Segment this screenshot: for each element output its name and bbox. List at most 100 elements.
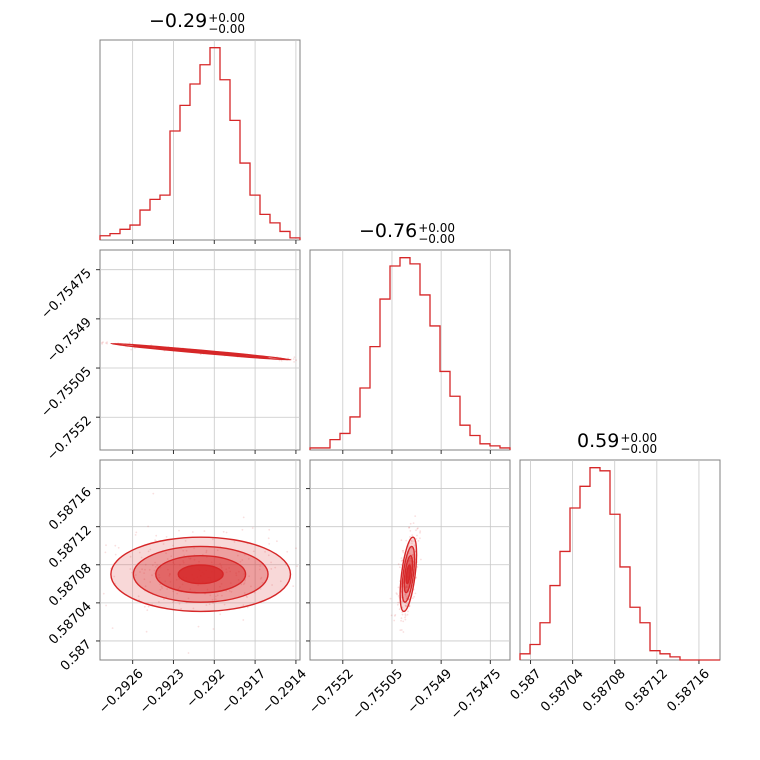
contour-1-xtick-label-1: −0.2923 [137, 666, 187, 716]
contour-1-point [168, 573, 171, 576]
contour-1-frame [99, 459, 301, 661]
hist-0-bin-2 [120, 229, 130, 240]
contour-1-point [252, 550, 255, 553]
contour-2-point [419, 537, 421, 540]
contour-1-point [225, 571, 228, 574]
contour-1-point [260, 576, 263, 579]
contour-2-point [413, 595, 415, 598]
contour-2-point [400, 539, 403, 542]
contour-2-point [417, 540, 420, 542]
contour-1-point [271, 584, 273, 586]
contour-2-point [400, 617, 403, 620]
contour-0-point [134, 347, 136, 349]
hist-1-bin-14 [450, 396, 460, 450]
contour-1-point [158, 574, 161, 576]
hist-1-bin-11 [420, 295, 430, 450]
contour-1-point [185, 549, 188, 552]
contour-1-point [181, 583, 184, 586]
contour-1-point [243, 553, 246, 556]
contour-1-point [182, 560, 185, 562]
title-p2-value: 0.59 [577, 430, 620, 452]
contour-1-point [163, 598, 165, 601]
contour-2-point [398, 608, 401, 611]
contour-1-point [187, 597, 190, 600]
hist-1-bin-15 [460, 425, 470, 450]
contour-1-point [286, 550, 289, 553]
contour-2-point [401, 600, 404, 603]
contour-1-point [169, 573, 171, 575]
contour-2-point [401, 550, 404, 552]
contour-1-point [151, 574, 153, 577]
contour-2-point [411, 540, 413, 543]
contour-1-point [228, 590, 231, 592]
contour-2-point [408, 560, 410, 563]
hist-0-bin-12 [220, 80, 230, 240]
hist-0-bin-7 [170, 131, 180, 240]
contour-2-point [416, 534, 418, 537]
contour-0-point [295, 359, 297, 362]
contour-1-level-3 [177, 564, 224, 585]
hist-0-bin-5 [150, 199, 160, 240]
contour-2-point [401, 611, 403, 614]
contour-0-ytick-label-3: −0.7552 [44, 413, 94, 463]
contour-1-point [113, 575, 116, 578]
contour-1-point [219, 613, 222, 616]
contour-0-point [106, 341, 108, 343]
hist-2-bin-5 [570, 508, 580, 660]
hist-1-bin-4 [350, 417, 360, 450]
contour-1-point [141, 568, 144, 571]
contour-2-point [419, 530, 422, 533]
contour-1-point [241, 528, 244, 531]
contour-2-point [408, 562, 411, 565]
contour-1-point [187, 556, 190, 559]
hist-0-bin-10 [200, 65, 210, 240]
contour-1-point [267, 537, 270, 540]
contour-2-point [407, 610, 409, 613]
contour-1-point [183, 554, 186, 557]
contour-1-point [139, 571, 141, 573]
contour-1-point [169, 581, 172, 583]
contour-1-point [229, 570, 232, 573]
contour-2-frame [309, 459, 511, 661]
contour-2-point [420, 558, 422, 561]
contour-1-point [138, 551, 141, 554]
hist-2-frame [519, 459, 721, 661]
hist-2-bin-7 [590, 468, 600, 660]
contour-1-point [143, 578, 146, 581]
hist-1-bin-7 [380, 299, 390, 450]
contour-1-xtick-label-4: −0.2914 [259, 666, 309, 716]
contour-1-point [135, 531, 138, 534]
contour-0-point [130, 348, 133, 351]
title-p1-value: −0.76 [359, 220, 418, 242]
contour-1-point [189, 557, 192, 560]
contour-1-point [166, 558, 169, 560]
hist-0-bin-1 [110, 234, 120, 240]
contour-1-point [239, 560, 242, 563]
contour-1-point [149, 581, 152, 583]
hist-0-bin-8 [180, 105, 190, 240]
contour-1-point [182, 561, 185, 564]
contour-2-level-3 [405, 564, 412, 585]
contour-1-point [219, 562, 222, 565]
contour-1-point [268, 528, 271, 531]
contour-1-point [246, 596, 249, 598]
hist-2-outline [519, 467, 720, 661]
contour-1-point [214, 595, 217, 598]
contour-2-point [408, 526, 410, 529]
contour-1-point [178, 602, 181, 605]
contour-2-point [404, 604, 407, 607]
hist-2-bin-12 [640, 623, 650, 660]
hist-1-bin-2 [330, 440, 340, 450]
contour-1-point [240, 583, 243, 586]
contour-0-ytick-label-2: −0.75505 [39, 364, 95, 420]
hist-1-bin-5 [360, 388, 370, 450]
contour-1-point [153, 569, 156, 572]
hist-2-bin-14 [660, 654, 670, 660]
contour-1-point [233, 541, 236, 543]
contour-1-point [172, 561, 175, 564]
hist-1-bin-6 [370, 347, 380, 450]
contour-2-point [409, 530, 412, 532]
hist-0-frame [99, 39, 301, 241]
contour-2-xtick-label-0: −0.7552 [306, 666, 356, 716]
contour-2-xtick-label-1: −0.75505 [350, 666, 406, 722]
